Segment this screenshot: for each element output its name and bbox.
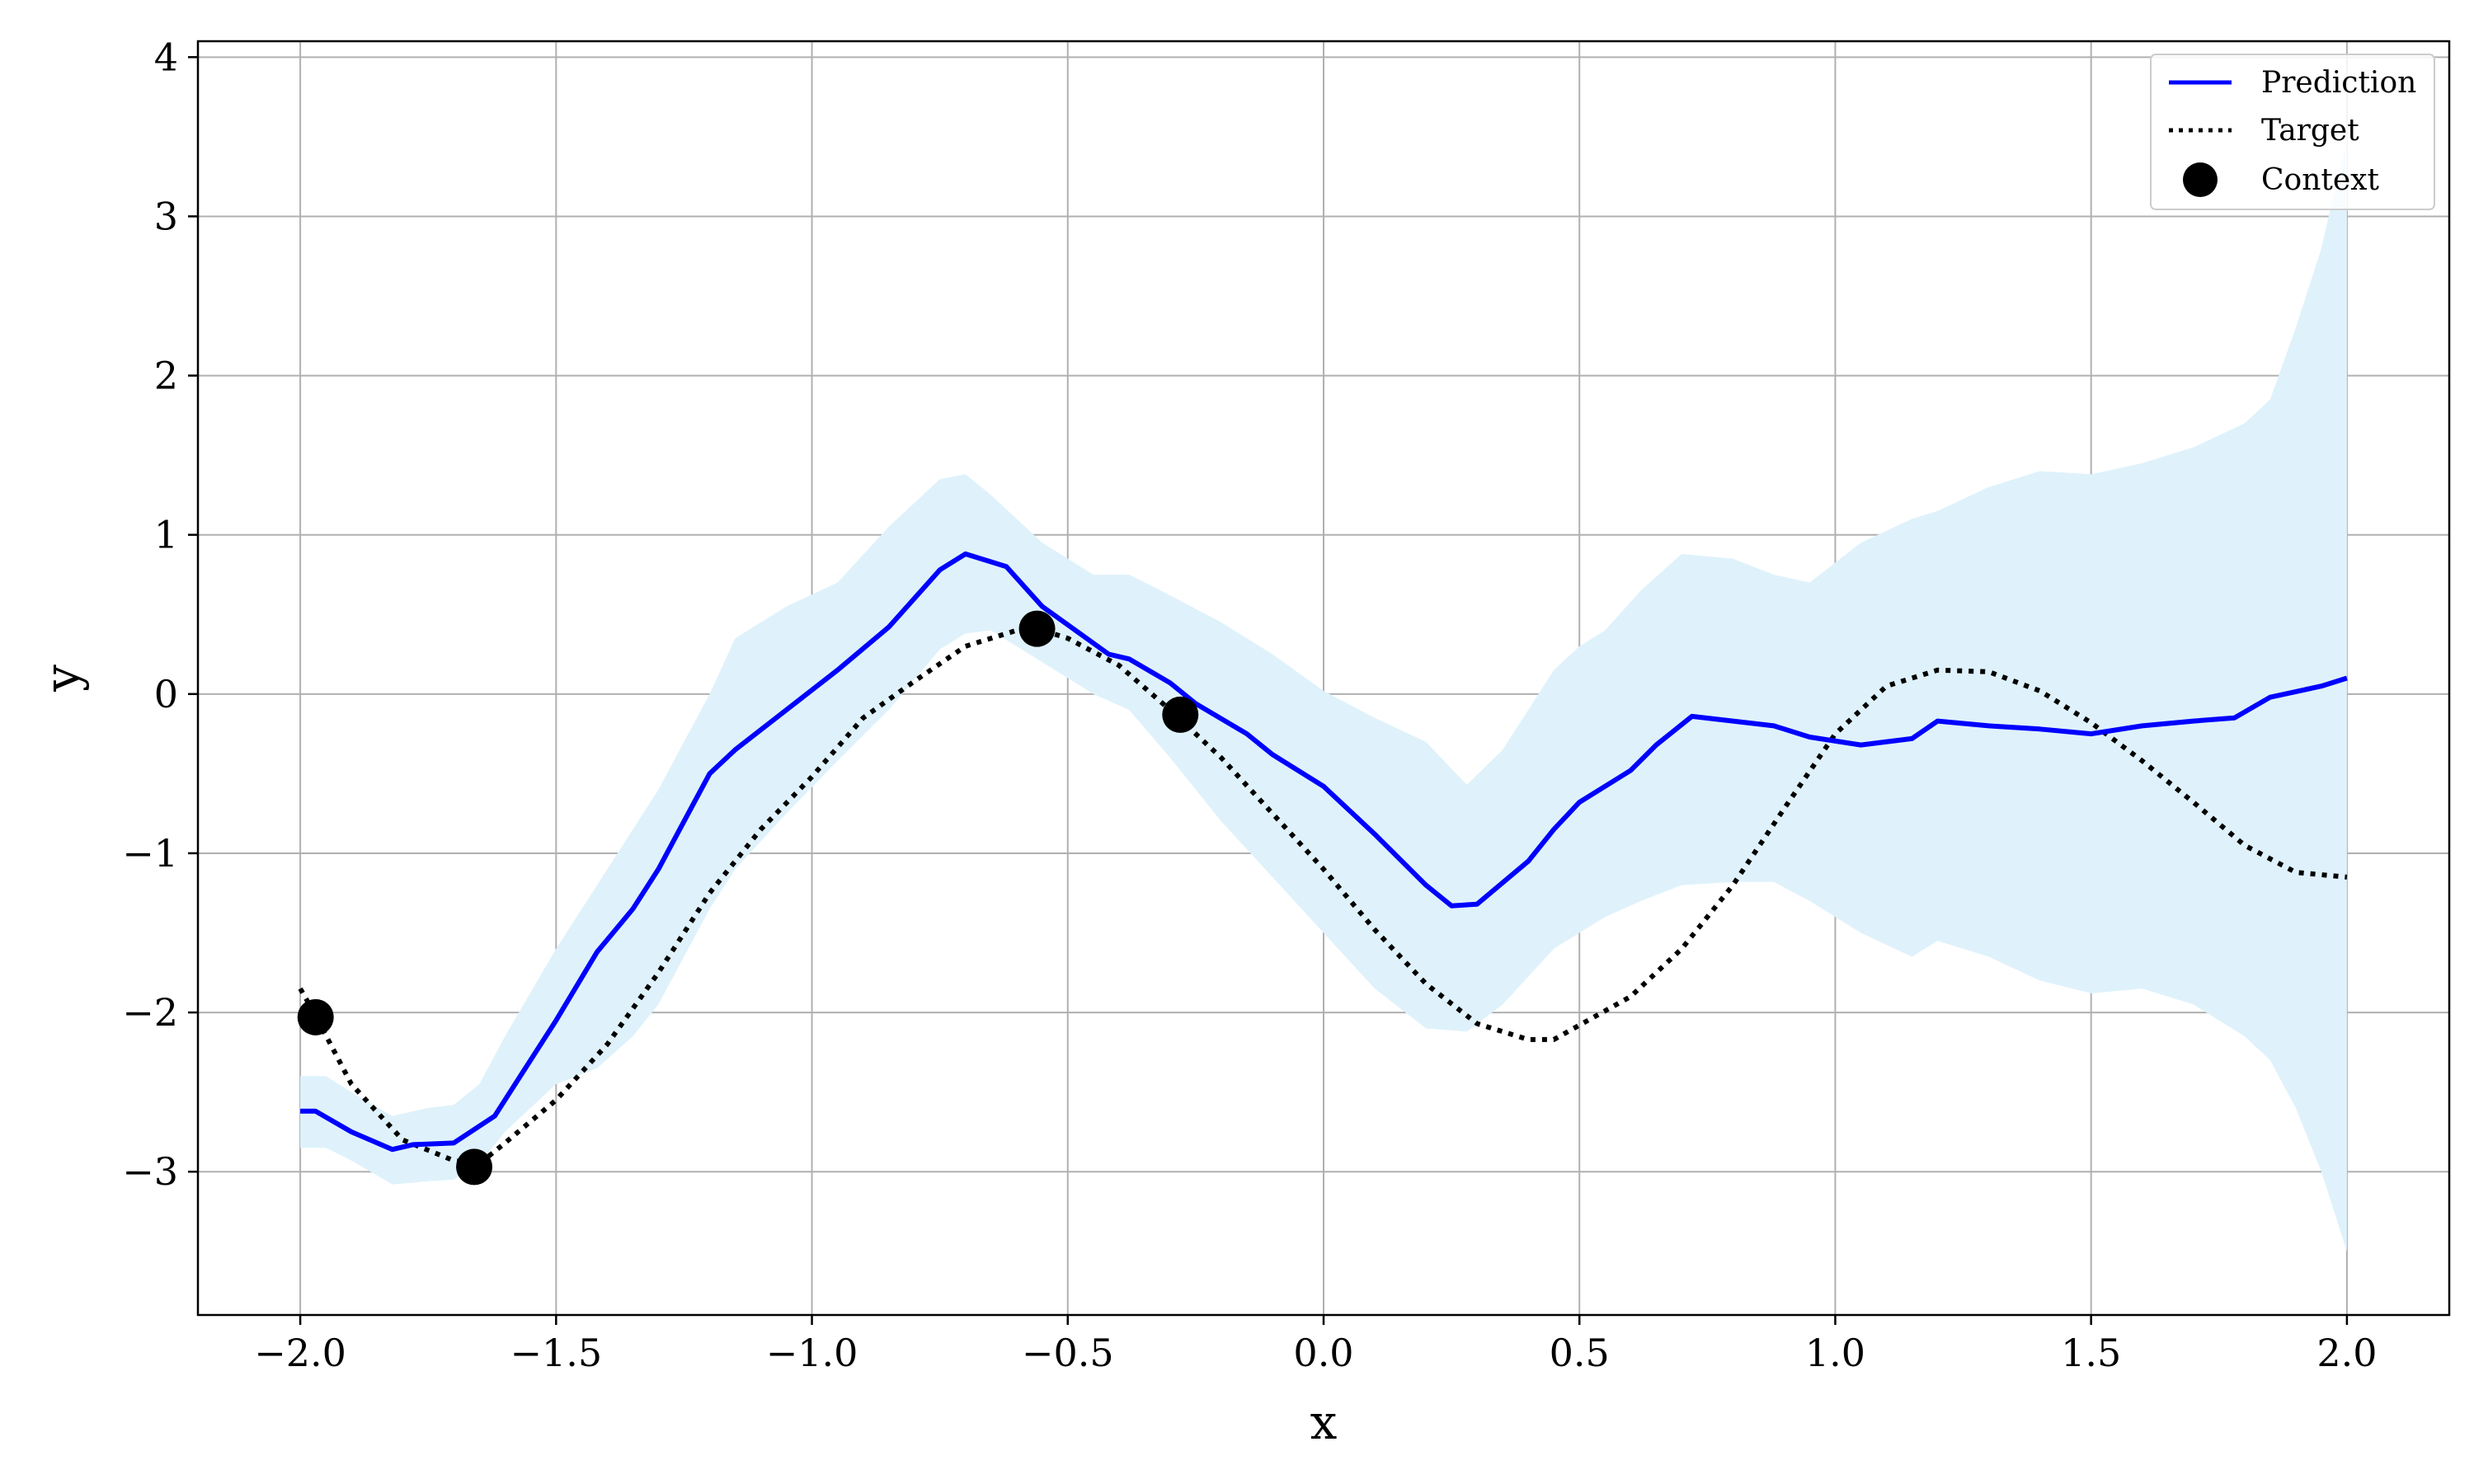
- y-tick-label: −2: [122, 990, 178, 1035]
- prediction-line: [300, 551, 2348, 1153]
- target-line: [298, 627, 2348, 1167]
- legend-target-label: Target: [2261, 114, 2359, 148]
- x-tick-label: 0.5: [1550, 1331, 1610, 1375]
- y-axis-label: y: [34, 665, 90, 693]
- legend-context-swatch: [2183, 162, 2218, 197]
- context-point: [1018, 610, 1056, 647]
- x-tick-label: −0.5: [1022, 1331, 1114, 1375]
- context-point: [297, 998, 334, 1036]
- x-tick-label: 1.0: [1805, 1331, 1865, 1375]
- y-axis-ticks: −3 −2 −1 0 1 2 3 4: [122, 35, 198, 1194]
- y-tick-label: −3: [122, 1149, 178, 1194]
- legend: Prediction Target Context: [2150, 54, 2435, 210]
- context-points: [297, 610, 1199, 1186]
- uncertainty-band: [300, 136, 2347, 1252]
- legend-box: [2150, 54, 2435, 210]
- x-tick-label: −1.5: [510, 1331, 602, 1375]
- context-point: [1162, 696, 1199, 733]
- legend-prediction-label: Prediction: [2261, 66, 2416, 100]
- legend-context-label: Context: [2261, 163, 2379, 197]
- x-tick-label: 1.5: [2061, 1331, 2121, 1375]
- y-tick-label: 4: [154, 35, 178, 79]
- x-tick-label: −1.0: [766, 1331, 858, 1375]
- x-tick-label: −2.0: [254, 1331, 346, 1375]
- y-tick-label: 1: [154, 513, 178, 557]
- x-tick-label: 0.0: [1293, 1331, 1353, 1375]
- y-tick-label: 0: [154, 672, 178, 716]
- x-tick-label: 2.0: [2316, 1331, 2377, 1375]
- x-axis-ticks: −2.0 −1.5 −1.0 −0.5 0.0 0.5 1.0 1.5 2.0: [254, 1315, 2377, 1375]
- y-tick-label: 3: [154, 194, 178, 238]
- grid-lines: [198, 41, 2449, 1315]
- x-axis-label: x: [1310, 1394, 1338, 1450]
- y-tick-label: 2: [154, 354, 178, 398]
- context-point: [456, 1148, 493, 1186]
- y-tick-label: −1: [122, 831, 178, 876]
